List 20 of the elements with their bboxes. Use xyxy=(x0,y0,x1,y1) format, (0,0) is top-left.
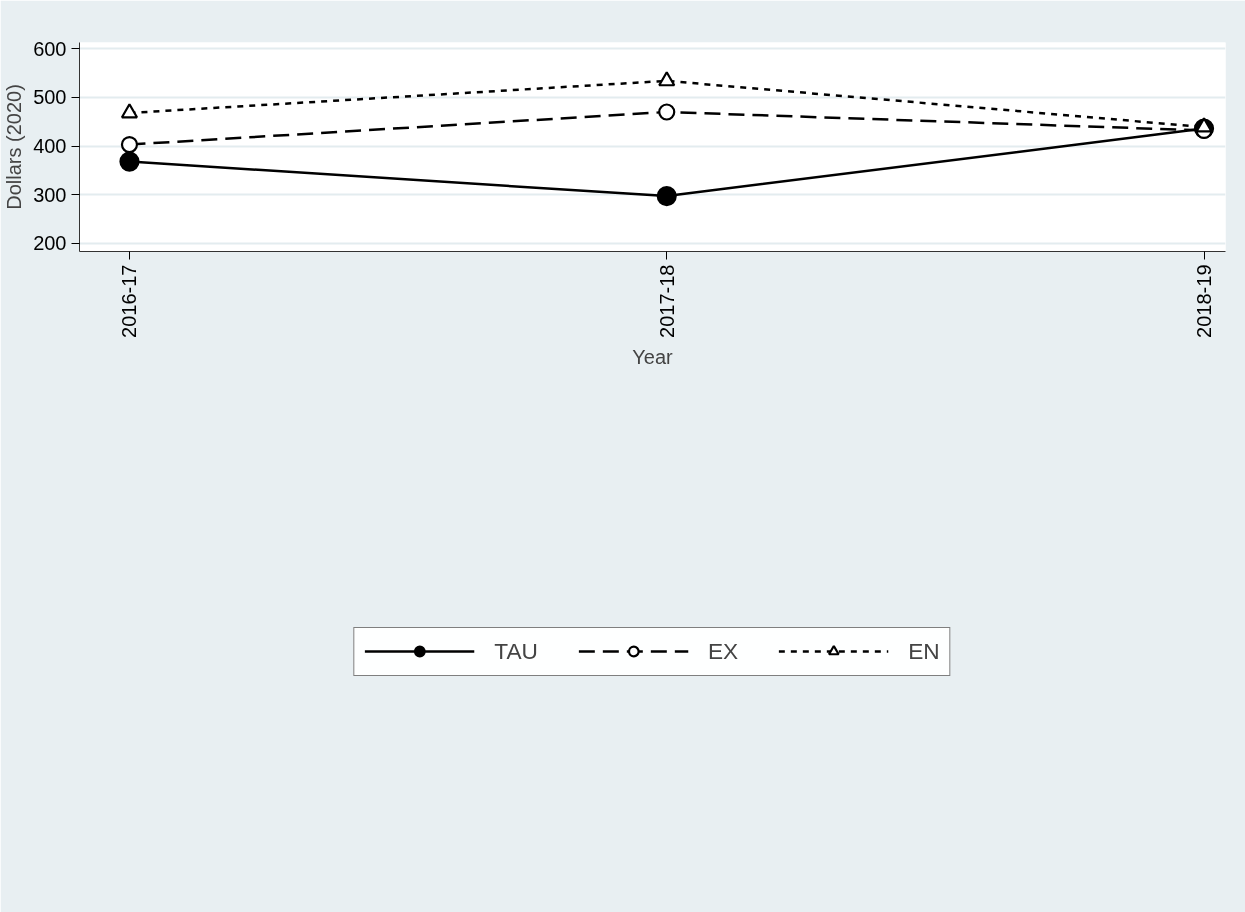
legend-label: EN xyxy=(908,637,940,665)
y-tick-label: 600 xyxy=(33,37,67,60)
point xyxy=(120,103,139,119)
y-tick-label: 400 xyxy=(33,135,67,158)
x-tick-label: 2018-19 xyxy=(1193,264,1216,338)
point xyxy=(656,186,677,207)
point xyxy=(1195,117,1213,133)
x-axis-title: Year xyxy=(632,345,674,368)
point xyxy=(119,151,140,172)
point xyxy=(120,135,139,154)
y-tick-label: 200 xyxy=(33,232,67,255)
y-tick-label: 500 xyxy=(33,86,67,109)
legend-label: TAU xyxy=(494,637,538,665)
point xyxy=(658,103,676,121)
point xyxy=(658,71,676,87)
y-tick-label: 300 xyxy=(33,183,67,206)
legend-label: EX xyxy=(707,637,739,665)
x-tick-label: 2017-18 xyxy=(655,264,678,338)
x-tick-label: 2016-17 xyxy=(118,264,141,338)
y-axis-title: Dollars (2020) xyxy=(3,84,26,210)
